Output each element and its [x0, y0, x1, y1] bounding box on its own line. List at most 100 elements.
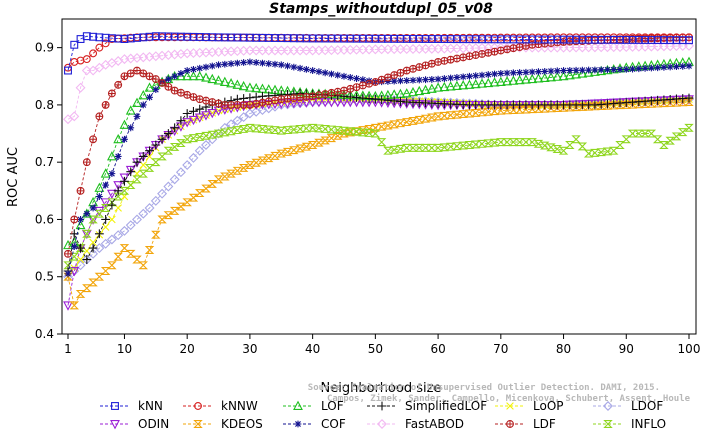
data-point — [126, 167, 136, 177]
data-point — [144, 163, 155, 172]
data-point — [63, 261, 73, 270]
data-point — [490, 47, 499, 56]
data-point — [508, 138, 519, 147]
series-line — [67, 98, 690, 278]
data-point — [401, 118, 412, 127]
data-point — [496, 106, 506, 115]
data-point — [458, 110, 468, 119]
data-point — [215, 61, 222, 69]
data-point — [345, 128, 356, 137]
data-point — [679, 62, 687, 70]
data-point — [470, 78, 481, 89]
data-point — [458, 80, 469, 90]
data-point — [63, 114, 73, 125]
data-point — [82, 229, 92, 238]
data-point — [384, 78, 392, 85]
data-point — [157, 188, 168, 199]
data-point — [163, 146, 174, 155]
data-point — [426, 83, 437, 93]
data-point — [164, 82, 173, 91]
data-point — [100, 267, 111, 275]
legend-label: kNN — [138, 399, 163, 413]
data-point — [334, 71, 342, 79]
data-point — [671, 132, 682, 141]
data-point — [577, 102, 588, 111]
data-point — [346, 74, 354, 81]
legend-label: ODIN — [138, 417, 169, 431]
data-point — [201, 131, 211, 140]
data-point — [314, 138, 324, 147]
data-point — [75, 82, 86, 93]
data-point — [183, 67, 191, 74]
data-point — [514, 138, 525, 147]
legend-item-odin: ODIN — [100, 417, 169, 431]
data-point — [433, 112, 443, 121]
x-tick-label: 100 — [678, 342, 701, 356]
data-point — [70, 40, 79, 49]
data-point — [647, 64, 655, 72]
data-point — [439, 143, 450, 152]
data-point — [75, 219, 86, 230]
data-point — [440, 75, 448, 82]
data-point — [403, 77, 411, 84]
data-point — [89, 238, 97, 247]
data-point — [470, 140, 481, 149]
data-point — [194, 402, 202, 410]
x-tick-label: 70 — [493, 342, 508, 356]
series-line — [67, 101, 690, 307]
data-point — [138, 152, 148, 161]
data-point — [428, 76, 436, 83]
data-point — [320, 125, 330, 133]
data-point — [508, 106, 519, 115]
data-point — [251, 158, 261, 167]
data-point — [465, 52, 474, 61]
data-point — [138, 169, 149, 178]
data-point — [195, 95, 204, 104]
data-point — [326, 125, 337, 134]
data-point — [157, 152, 167, 161]
data-point — [571, 135, 581, 144]
plot-area — [63, 32, 694, 311]
data-point — [119, 186, 130, 195]
data-point — [321, 69, 329, 77]
data-point — [660, 63, 668, 71]
data-point — [383, 121, 393, 130]
data-point — [182, 198, 192, 207]
data-point — [558, 70, 569, 81]
data-point — [673, 63, 680, 71]
data-point — [214, 99, 223, 108]
data-point — [677, 128, 688, 137]
data-point — [258, 98, 267, 107]
y-tick-label: 0.9 — [35, 41, 54, 55]
data-point — [64, 66, 72, 75]
data-point — [466, 72, 473, 80]
data-point — [533, 73, 544, 83]
data-point — [214, 106, 223, 115]
data-point — [144, 246, 155, 254]
data-point — [295, 144, 305, 153]
legend-label: SimplifiedLOF — [405, 399, 487, 413]
data-point — [138, 261, 149, 270]
data-point — [125, 181, 136, 190]
data-point — [635, 65, 643, 73]
data-point — [69, 252, 80, 261]
data-point — [502, 138, 512, 147]
data-point — [207, 130, 218, 139]
data-point — [659, 141, 669, 149]
data-point — [608, 101, 619, 110]
data-point — [188, 134, 199, 143]
data-point — [521, 138, 531, 147]
legend-label: KDEOS — [221, 417, 263, 431]
data-point — [332, 131, 343, 140]
data-point — [364, 94, 374, 104]
data-point — [188, 193, 199, 202]
data-point — [376, 138, 387, 147]
data-point — [491, 70, 498, 78]
data-point — [113, 181, 124, 191]
x-tick-label: 90 — [619, 342, 634, 356]
data-point — [396, 97, 405, 106]
data-point — [233, 59, 241, 67]
data-point — [452, 110, 462, 119]
legend-item-knnw: kNNW — [183, 399, 258, 413]
data-point — [194, 70, 205, 81]
